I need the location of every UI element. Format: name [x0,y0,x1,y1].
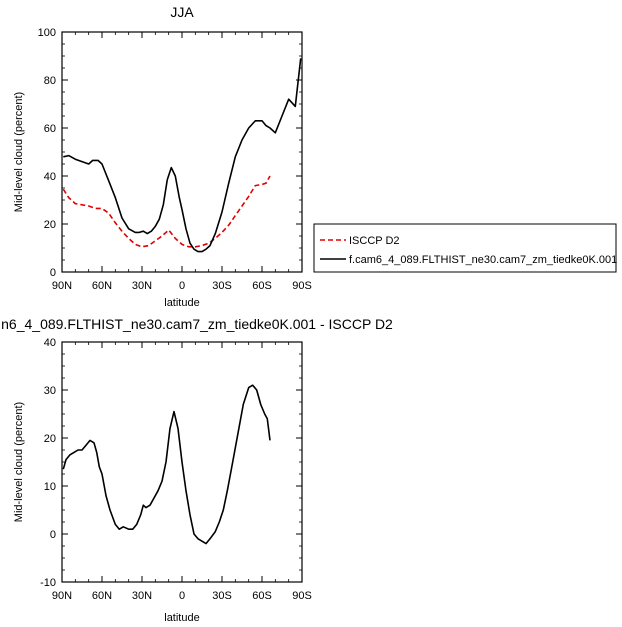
top-title: JJA [170,4,194,20]
legend-label-isccp: ISCCP D2 [349,235,400,247]
top-y-tick-label: 60 [44,123,56,135]
bottom-y-tick-label: 20 [44,433,56,445]
top-ylabel: Mid-level cloud (percent) [13,92,25,212]
bottom-y-tick-label: -10 [40,577,56,589]
top-x-tick-label: 90N [52,280,72,292]
top-x-tick-label: 0 [179,280,185,292]
bottom-y-tick-label: 10 [44,481,56,493]
top-plot-frame [61,31,303,273]
bottom-series-layer [62,384,271,545]
bottom-x-tick-label: 90N [52,590,72,602]
top-y-tick-label: 0 [50,267,56,279]
top-y-tick-label: 20 [44,219,56,231]
top-series-layer [62,58,302,253]
legend-label-model: f.cam6_4_089.FLTHIST_ne30.cam7_zm_tiedke… [349,254,617,266]
top-series-line-0 [62,175,271,248]
bottom-y-tick-label: 30 [44,385,56,397]
top-x-tick-label: 60N [92,280,112,292]
bottom-title: n6_4_089.FLTHIST_ne30.cam7_zm_tiedke0K.0… [1,316,393,332]
legend: ISCCP D2 f.cam6_4_089.FLTHIST_ne30.cam7_… [313,223,617,273]
top-y-tick-label: 100 [38,27,56,39]
bottom-x-tick-label: 60N [92,590,112,602]
top-x-tick-label: 90S [292,280,312,292]
bottom-x-tick-label: 30N [132,590,152,602]
bottom-x-tick-label: 60S [252,590,272,602]
top-xlabel: latitude [164,297,199,309]
top-x-tick-label: 60S [252,280,272,292]
bottom-x-tick-label: 90S [292,590,312,602]
bottom-y-tick-label: 0 [50,529,56,541]
bottom-x-tick-label: 0 [179,590,185,602]
top-x-tick-label: 30N [132,280,152,292]
bottom-y-tick-label: 40 [44,337,56,349]
bottom-ylabel: Mid-level cloud (percent) [13,402,25,522]
top-y-tick-label: 40 [44,171,56,183]
bottom-xlabel: latitude [164,612,199,624]
top-panel: JJA 90N 60N 30N 0 30S 60S 90S 0 20 40 60 80 100 lati… [13,4,312,309]
top-series-line-1 [63,58,302,253]
bottom-series-line-0 [62,384,271,545]
bottom-x-tick-label: 30S [212,590,232,602]
top-x-tick-label: 30S [212,280,232,292]
top-y-tick-label: 80 [44,75,56,87]
bottom-panel: n6_4_089.FLTHIST_ne30.cam7_zm_tiedke0K.0… [1,316,393,624]
legend-box [313,223,617,273]
